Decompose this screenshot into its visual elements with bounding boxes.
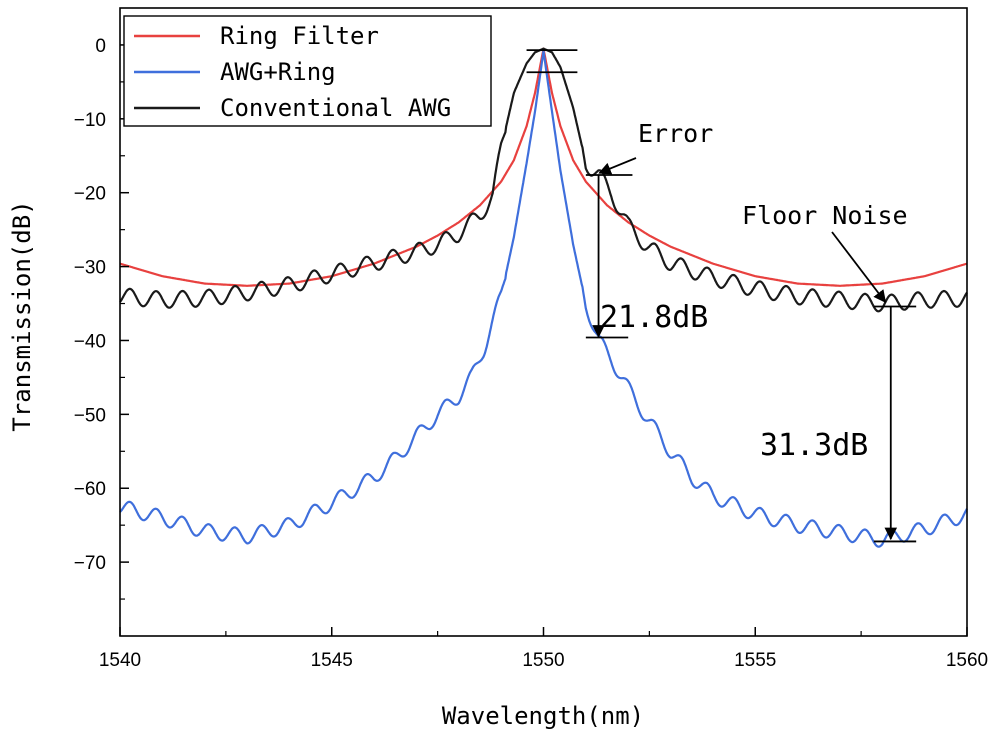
y-tick-label: −10	[74, 110, 106, 131]
legend-label-3: Conventional AWG	[220, 94, 451, 122]
y-tick-label: −60	[74, 479, 106, 500]
y-tick-label: 0	[95, 36, 106, 57]
y-tick-label: −40	[74, 331, 106, 352]
x-tick-label: 1545	[311, 650, 353, 671]
x-axis-title: Wavelength(nm)	[442, 702, 644, 730]
legend-label-1: Ring Filter	[220, 22, 379, 50]
gap-label-21-8: 21.8dB	[600, 300, 708, 335]
legend-label-2: AWG+Ring	[220, 58, 336, 86]
y-tick-label: −70	[74, 553, 106, 574]
annotation-layer: Error Floor Noise 21.8dB 31.3dB	[526, 49, 917, 543]
x-tick-label: 1550	[522, 650, 564, 671]
floor-noise-label: Floor Noise	[742, 201, 908, 230]
x-tick-label: 1540	[99, 650, 141, 671]
y-tick-label: −50	[74, 405, 106, 426]
error-arrow	[598, 157, 637, 175]
x-tick-label: 1560	[946, 650, 988, 671]
x-tick-label: 1555	[734, 650, 776, 671]
tick-layer: 1540 1545 1550 1555 1560 0 −10 −20 −30 −40 −50 −60 −…	[74, 36, 988, 671]
gap-label-31-3: 31.3dB	[760, 428, 868, 463]
plot-area: Error Floor Noise 21.8dB 31.3dB 1540 1545 155…	[74, 7, 988, 671]
y-tick-label: −30	[74, 258, 106, 279]
series-line-3	[119, 47, 968, 313]
legend: Ring Filter AWG+Ring Conventional AWG	[123, 15, 492, 127]
y-axis-title: Transmission(dB)	[8, 200, 36, 431]
floor-noise-arrow	[831, 231, 887, 304]
y-tick-label: −20	[74, 184, 106, 205]
error-label: Error	[638, 119, 713, 148]
